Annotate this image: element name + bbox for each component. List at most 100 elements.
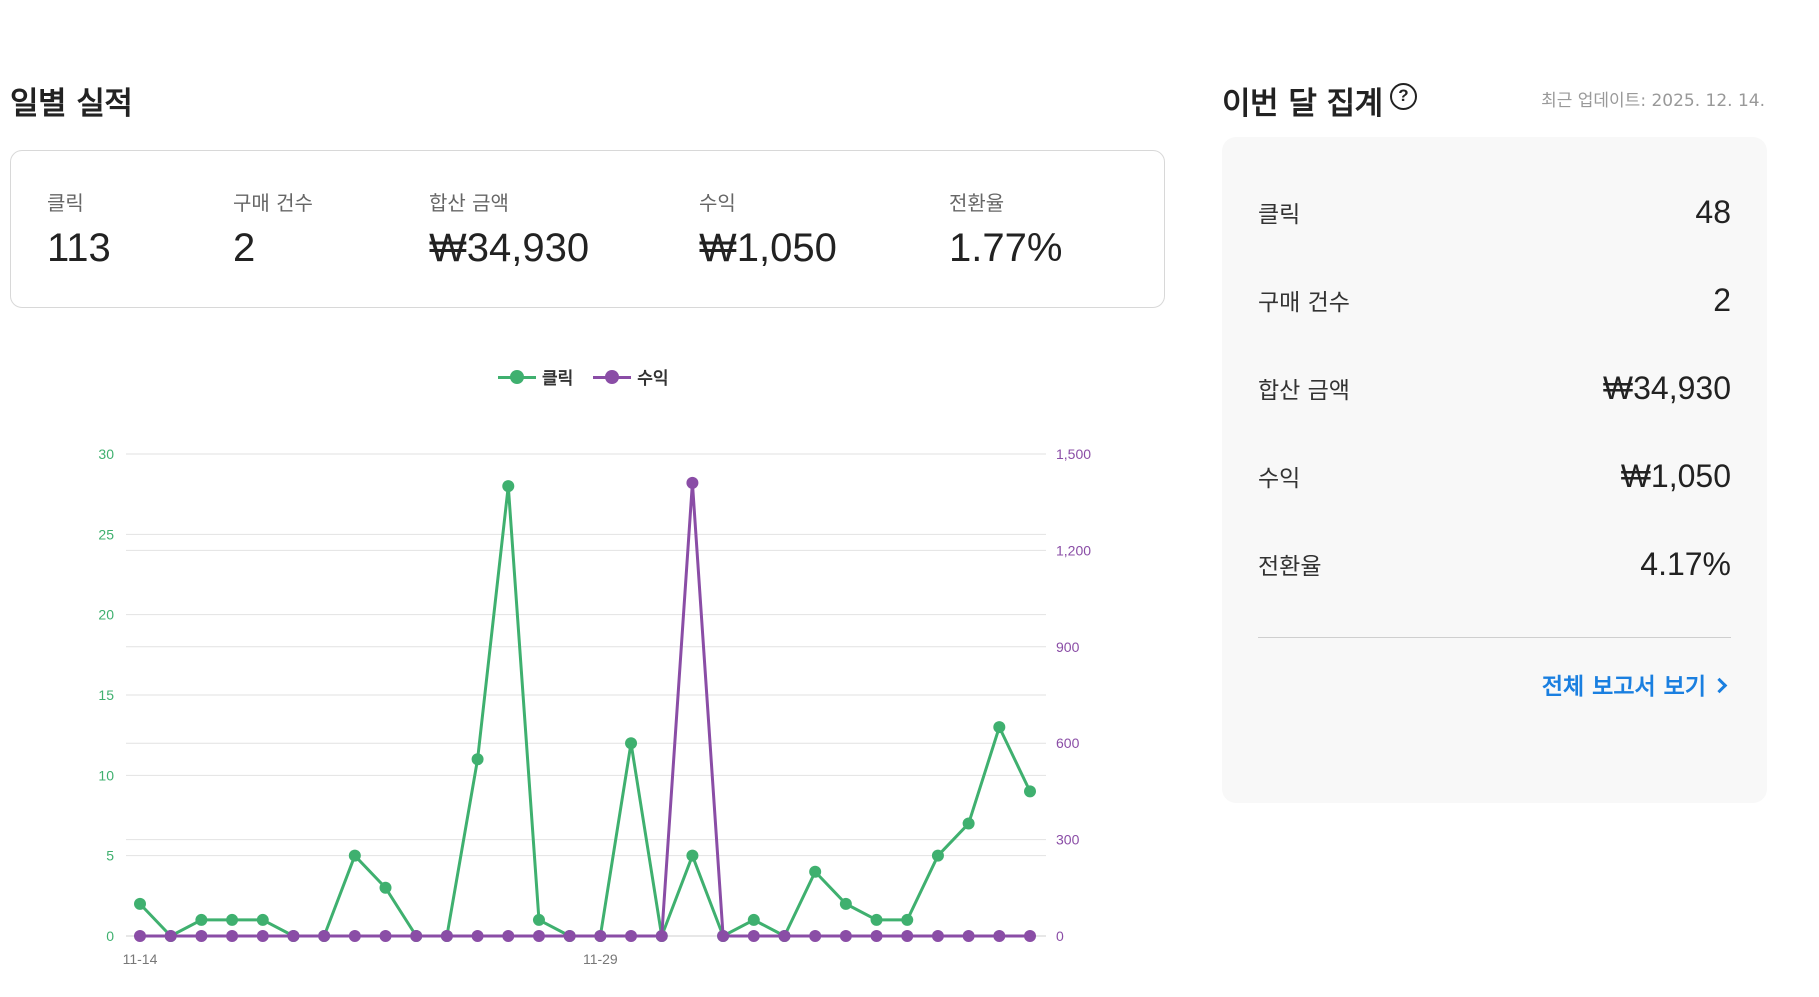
month-row-revenue: 수익 ₩1,050 bbox=[1258, 456, 1731, 496]
stat-value: 1.77% bbox=[949, 226, 1063, 270]
month-row-purchases: 구매 건수 2 bbox=[1258, 280, 1731, 320]
stat-total-amount: 합산 금액 ₩34,930 bbox=[429, 187, 589, 271]
month-row-label: 합산 금액 bbox=[1258, 378, 1350, 404]
monthly-summary-title: 이번 달 집계 bbox=[1222, 86, 1383, 122]
y-left-tick-label: 10 bbox=[98, 767, 114, 783]
y-left-tick-label: 25 bbox=[98, 526, 114, 542]
revenue-series-point bbox=[287, 930, 300, 942]
stat-label: 수익 bbox=[699, 191, 736, 215]
legend-label-revenue: 수익 bbox=[637, 369, 669, 389]
legend-item-clicks[interactable]: 클릭 bbox=[498, 364, 573, 389]
y-left-tick-label: 30 bbox=[98, 446, 114, 462]
stat-label: 합산 금액 bbox=[429, 191, 509, 215]
y-right-tick-label: 900 bbox=[1056, 639, 1080, 655]
revenue-series-point bbox=[686, 476, 699, 489]
daily-performance-title: 일별 실적 bbox=[10, 86, 133, 122]
clicks-series-point bbox=[809, 865, 822, 878]
clicks-series-point bbox=[901, 913, 914, 926]
last-updated-text: 최근 업데이트: 2025. 12. 14. bbox=[1541, 91, 1765, 111]
month-row-label: 수익 bbox=[1258, 466, 1301, 492]
revenue-series-point bbox=[747, 930, 760, 942]
clicks-series-point bbox=[532, 913, 545, 926]
y-right-tick-label: 300 bbox=[1056, 832, 1080, 848]
stat-label: 클릭 bbox=[47, 191, 84, 215]
stat-purchases: 구매 건수 2 bbox=[233, 187, 313, 271]
x-tick-label: 11-14 bbox=[123, 951, 158, 967]
daily-summary-card: 클릭 113 구매 건수 2 합산 금액 ₩34,930 수익 ₩1,050 전… bbox=[10, 150, 1165, 308]
clicks-series-point bbox=[256, 913, 269, 926]
revenue-series-point bbox=[195, 930, 208, 942]
stat-label: 구매 건수 bbox=[233, 191, 313, 215]
month-row-total-amount: 합산 금액 ₩34,930 bbox=[1258, 368, 1731, 408]
month-row-clicks: 클릭 48 bbox=[1258, 192, 1731, 232]
clicks-series-point bbox=[1024, 785, 1036, 798]
revenue-series-point bbox=[471, 930, 484, 942]
month-row-label: 구매 건수 bbox=[1258, 290, 1350, 316]
month-row-value: 4.17% bbox=[1640, 545, 1731, 582]
clicks-series-point bbox=[134, 897, 146, 910]
revenue-series-point bbox=[655, 930, 668, 942]
clicks-series-point bbox=[993, 721, 1006, 734]
stat-value: 113 bbox=[47, 226, 111, 270]
revenue-series-point bbox=[993, 930, 1006, 942]
y-left-tick-label: 5 bbox=[106, 848, 114, 864]
y-left-tick-label: 20 bbox=[98, 607, 114, 623]
y-right-tick-label: 600 bbox=[1056, 735, 1080, 751]
revenue-series-point bbox=[348, 930, 361, 942]
month-row-label: 클릭 bbox=[1258, 202, 1301, 228]
clicks-series-point bbox=[226, 913, 239, 926]
revenue-series-point bbox=[502, 930, 515, 942]
revenue-series-point bbox=[901, 930, 914, 942]
chart-legend: 클릭 수익 bbox=[498, 364, 669, 389]
revenue-series-point bbox=[532, 930, 545, 942]
chevron-right-icon bbox=[1711, 677, 1728, 693]
clicks-series-point bbox=[195, 913, 208, 926]
revenue-series-point bbox=[778, 930, 791, 942]
y-right-tick-label: 0 bbox=[1056, 928, 1064, 944]
y-right-tick-label: 1,200 bbox=[1056, 542, 1091, 558]
y-right-tick-label: 1,500 bbox=[1056, 446, 1091, 462]
legend-swatch-clicks bbox=[498, 369, 536, 384]
revenue-series-point bbox=[440, 930, 453, 942]
revenue-series-point bbox=[410, 930, 423, 942]
revenue-series-point bbox=[256, 930, 269, 942]
stat-revenue: 수익 ₩1,050 bbox=[699, 187, 837, 271]
revenue-series-point bbox=[318, 930, 331, 942]
month-row-value: 2 bbox=[1713, 281, 1731, 318]
revenue-series-point bbox=[870, 930, 883, 942]
month-divider bbox=[1258, 637, 1731, 638]
revenue-series-point bbox=[717, 930, 730, 942]
help-icon[interactable]: ? bbox=[1390, 83, 1417, 110]
full-report-link[interactable]: 전체 보고서 보기 bbox=[1541, 667, 1728, 701]
month-row-conversion-rate: 전환율 4.17% bbox=[1258, 544, 1731, 584]
revenue-series-point bbox=[226, 930, 239, 942]
revenue-series-point bbox=[594, 930, 607, 942]
revenue-series-point bbox=[164, 930, 177, 942]
clicks-series-point bbox=[625, 737, 638, 750]
clicks-series-point bbox=[870, 913, 883, 926]
y-left-tick-label: 15 bbox=[98, 687, 114, 703]
clicks-series-point bbox=[379, 881, 392, 894]
clicks-series-point bbox=[931, 849, 944, 862]
revenue-series-point bbox=[134, 930, 146, 942]
legend-item-revenue[interactable]: 수익 bbox=[593, 364, 669, 389]
legend-swatch-revenue bbox=[593, 369, 632, 384]
month-row-label: 전환율 bbox=[1258, 554, 1322, 580]
clicks-series-point bbox=[962, 817, 975, 830]
stat-value: ₩34,930 bbox=[429, 226, 590, 270]
clicks-series-point bbox=[839, 897, 852, 910]
revenue-series-point bbox=[563, 930, 576, 942]
clicks-series-point bbox=[348, 849, 361, 862]
clicks-series-point bbox=[502, 480, 515, 493]
stat-clicks: 클릭 113 bbox=[47, 187, 111, 271]
full-report-link-label: 전체 보고서 보기 bbox=[1541, 674, 1706, 700]
revenue-series-point bbox=[931, 930, 944, 942]
monthly-summary-panel: 클릭 48 구매 건수 2 합산 금액 ₩34,930 수익 ₩1,050 전환… bbox=[1222, 137, 1767, 803]
x-tick-label: 11-29 bbox=[583, 951, 618, 967]
month-row-value: ₩1,050 bbox=[1620, 457, 1731, 494]
revenue-series-point bbox=[839, 930, 852, 942]
month-row-value: 48 bbox=[1695, 193, 1731, 230]
clicks-series-point bbox=[747, 913, 760, 926]
legend-label-clicks: 클릭 bbox=[542, 369, 574, 389]
